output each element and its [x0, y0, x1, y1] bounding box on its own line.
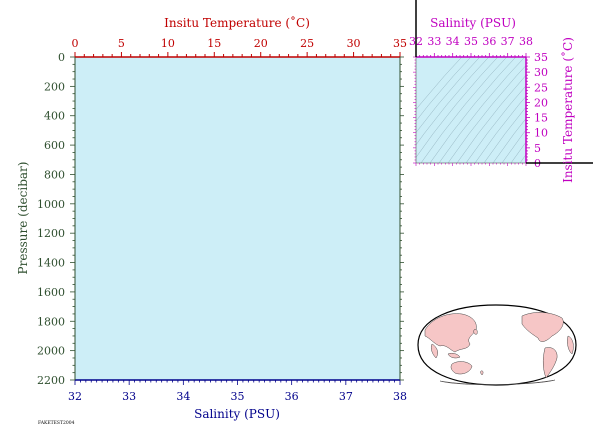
- left-tick-label: 2200: [37, 374, 65, 387]
- inset-top-tick-label: 38: [519, 35, 533, 48]
- top-tick-label: 30: [347, 37, 361, 50]
- density-contour: [429, 57, 516, 163]
- land-india: [430, 343, 438, 359]
- density-contour: [465, 85, 526, 163]
- inset-right-axis-title: Insitu Temperature (˚C): [560, 37, 575, 183]
- inset-salinity-ticks: 32 33 34 35 36 37 38: [409, 35, 533, 57]
- land-africa: [567, 335, 574, 355]
- left-tick-label: 1600: [37, 286, 65, 299]
- inset-bottom-minor-ticks: [415, 163, 527, 166]
- land-antarctica: [439, 379, 556, 385]
- left-tick-label: 200: [44, 80, 65, 93]
- main-plot: 0 5 10 15 20 25 30 35 32 33 34 35 36 37 38 0 200 400 600…: [16, 15, 407, 421]
- land-indonesia: [447, 352, 461, 359]
- inset-right-tick-label: 25: [534, 81, 548, 94]
- inset-left-minor-ticks: [413, 56, 416, 164]
- bottom-tick-label: 37: [339, 390, 353, 403]
- land-asia: [424, 313, 477, 353]
- density-contour: [420, 57, 507, 163]
- top-tick-label: 15: [207, 37, 221, 50]
- map-land: [424, 312, 574, 385]
- inset-top-tick-label: 34: [446, 35, 460, 48]
- density-contour: [519, 154, 526, 163]
- footer-tag: FAKETEST2004: [38, 420, 75, 426]
- world-map: [417, 304, 577, 386]
- bottom-tick-label: 36: [285, 390, 299, 403]
- inset-right-tick-label: 15: [534, 112, 548, 125]
- bottom-tick-label: 33: [122, 390, 136, 403]
- density-contour: [456, 75, 526, 163]
- top-tick-label: 5: [118, 37, 125, 50]
- bottom-axis-title: Salinity (PSU): [194, 407, 280, 421]
- density-contour: [447, 64, 526, 163]
- left-tick-label: 1000: [37, 198, 65, 211]
- left-axis-title: Pressure (decibar): [16, 162, 30, 275]
- density-contour: [501, 129, 526, 163]
- left-tick-label: 2000: [37, 345, 65, 358]
- bottom-tick-label: 32: [68, 390, 82, 403]
- top-tick-label: 10: [161, 37, 175, 50]
- density-contour: [416, 57, 489, 145]
- inset-top-tick-label: 36: [482, 35, 496, 48]
- top-axis-title: Insitu Temperature (˚C): [164, 15, 310, 30]
- left-tick-label: 800: [44, 168, 65, 181]
- land-japan: [473, 328, 478, 335]
- density-contour: [438, 57, 525, 163]
- main-plot-area: [75, 57, 400, 380]
- top-tick-label: 35: [393, 37, 407, 50]
- inset-right-tick-label: 5: [534, 142, 541, 155]
- land-new-zealand: [480, 370, 484, 376]
- top-tick-label: 20: [254, 37, 268, 50]
- inset-top-tick-label: 37: [501, 35, 515, 48]
- left-tick-label: 400: [44, 110, 65, 123]
- inset-top-axis-title: Salinity (PSU): [430, 16, 516, 30]
- left-pressure-ticks: 0 200 400 600 800 1000 1200 1400 1600 1800 2000 220…: [37, 51, 75, 387]
- top-temperature-ticks: 0 5 10 15 20 25 30 35: [72, 37, 407, 57]
- density-contour: [483, 106, 526, 163]
- density-contour: [416, 57, 471, 122]
- density-contour: [416, 57, 462, 110]
- bottom-tick-label: 34: [176, 390, 190, 403]
- inset-top-tick-label: 35: [464, 35, 478, 48]
- inset-right-tick-label: 10: [534, 127, 548, 140]
- inset-top-tick-label: 33: [427, 35, 441, 48]
- bottom-tick-label: 35: [231, 390, 245, 403]
- land-australia: [450, 361, 473, 375]
- left-tick-label: 1800: [37, 315, 65, 328]
- inset-right-tick-label: 35: [534, 51, 548, 64]
- inset-right-tick-label: 30: [534, 66, 548, 79]
- land-south-america: [542, 347, 558, 379]
- left-tick-label: 1200: [37, 227, 65, 240]
- land-north-america: [521, 312, 564, 342]
- right-minor-ticks: [400, 56, 404, 381]
- left-tick-label: 1400: [37, 257, 65, 270]
- inset-plot-area: [416, 57, 526, 163]
- density-contour: [416, 57, 498, 158]
- inset-right-tick-label: 20: [534, 96, 548, 109]
- density-contour: [416, 57, 480, 133]
- density-contour: [474, 95, 526, 163]
- top-tick-label: 25: [300, 37, 314, 50]
- top-tick-label: 0: [72, 37, 79, 50]
- bottom-salinity-ticks: 32 33 34 35 36 37 38: [68, 380, 407, 403]
- left-tick-label: 0: [58, 51, 65, 64]
- density-contour: [510, 141, 526, 163]
- density-contours: [416, 57, 526, 163]
- bottom-tick-label: 38: [393, 390, 407, 403]
- left-tick-label: 600: [44, 139, 65, 152]
- density-contour: [492, 117, 526, 163]
